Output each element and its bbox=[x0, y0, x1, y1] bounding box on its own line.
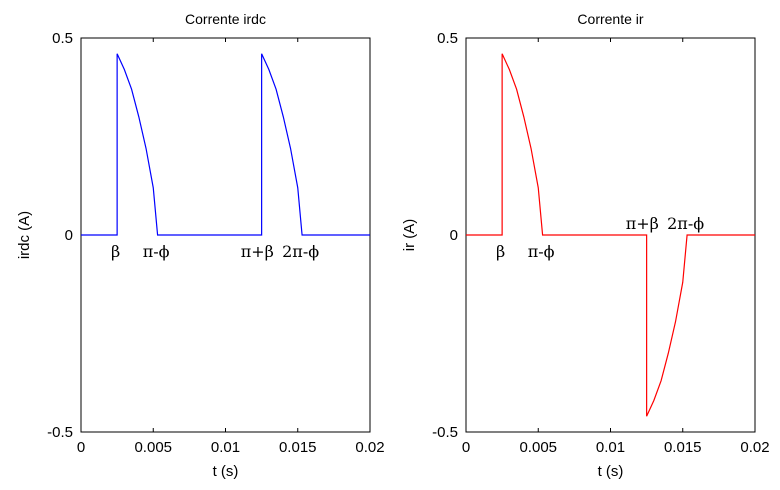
chart-2-ytick-label: 0.5 bbox=[437, 30, 458, 47]
chart-2-xlabel: t (s) bbox=[598, 463, 624, 480]
chart-2-ytick-label: 0 bbox=[450, 227, 458, 244]
chart-2-series-line bbox=[466, 53, 755, 417]
chart-2-xtick-label: 0.01 bbox=[596, 439, 625, 456]
chart-1-ytick-label: 0.5 bbox=[52, 30, 73, 47]
chart-2-annotation: 2π-ϕ bbox=[667, 214, 704, 233]
chart-2-xtick-label: 0.015 bbox=[664, 439, 702, 456]
chart-1-title: Corrente irdc bbox=[185, 11, 266, 27]
chart-2-xtick-label: 0.005 bbox=[519, 439, 557, 456]
chart-2-annotation: π+β bbox=[626, 214, 659, 233]
chart-1-xlabel: t (s) bbox=[213, 463, 239, 480]
chart-2-ytick-label: -0.5 bbox=[432, 424, 458, 441]
chart-1-ytick-label: 0 bbox=[65, 227, 73, 244]
chart-1-annotation: π-ϕ bbox=[143, 242, 170, 261]
chart-2-annotation: β bbox=[496, 242, 505, 261]
chart-1-ytick-label: -0.5 bbox=[47, 424, 73, 441]
chart-1-xtick-label: 0.005 bbox=[134, 439, 172, 456]
chart-1-xtick-label: 0.01 bbox=[211, 439, 240, 456]
chart-1-series-line bbox=[81, 53, 370, 236]
chart-2-xtick-label: 0.02 bbox=[740, 439, 769, 456]
chart-1-xtick-label: 0.015 bbox=[279, 439, 317, 456]
chart-1-annotation: π+β bbox=[241, 242, 274, 261]
chart-1-xtick-label: 0 bbox=[77, 439, 85, 456]
chart-2-annotation: π-ϕ bbox=[528, 242, 555, 261]
chart-2-xtick-label: 0 bbox=[462, 439, 470, 456]
chart-1-annotation: 2π-ϕ bbox=[282, 242, 319, 261]
chart-2-title: Corrente ir bbox=[577, 11, 643, 27]
chart-1-xtick-label: 0.02 bbox=[355, 439, 384, 456]
chart-1-ylabel: irdc (A) bbox=[16, 211, 33, 259]
chart-1-annotation: β bbox=[111, 242, 120, 261]
chart-2-ylabel: ir (A) bbox=[401, 219, 418, 252]
